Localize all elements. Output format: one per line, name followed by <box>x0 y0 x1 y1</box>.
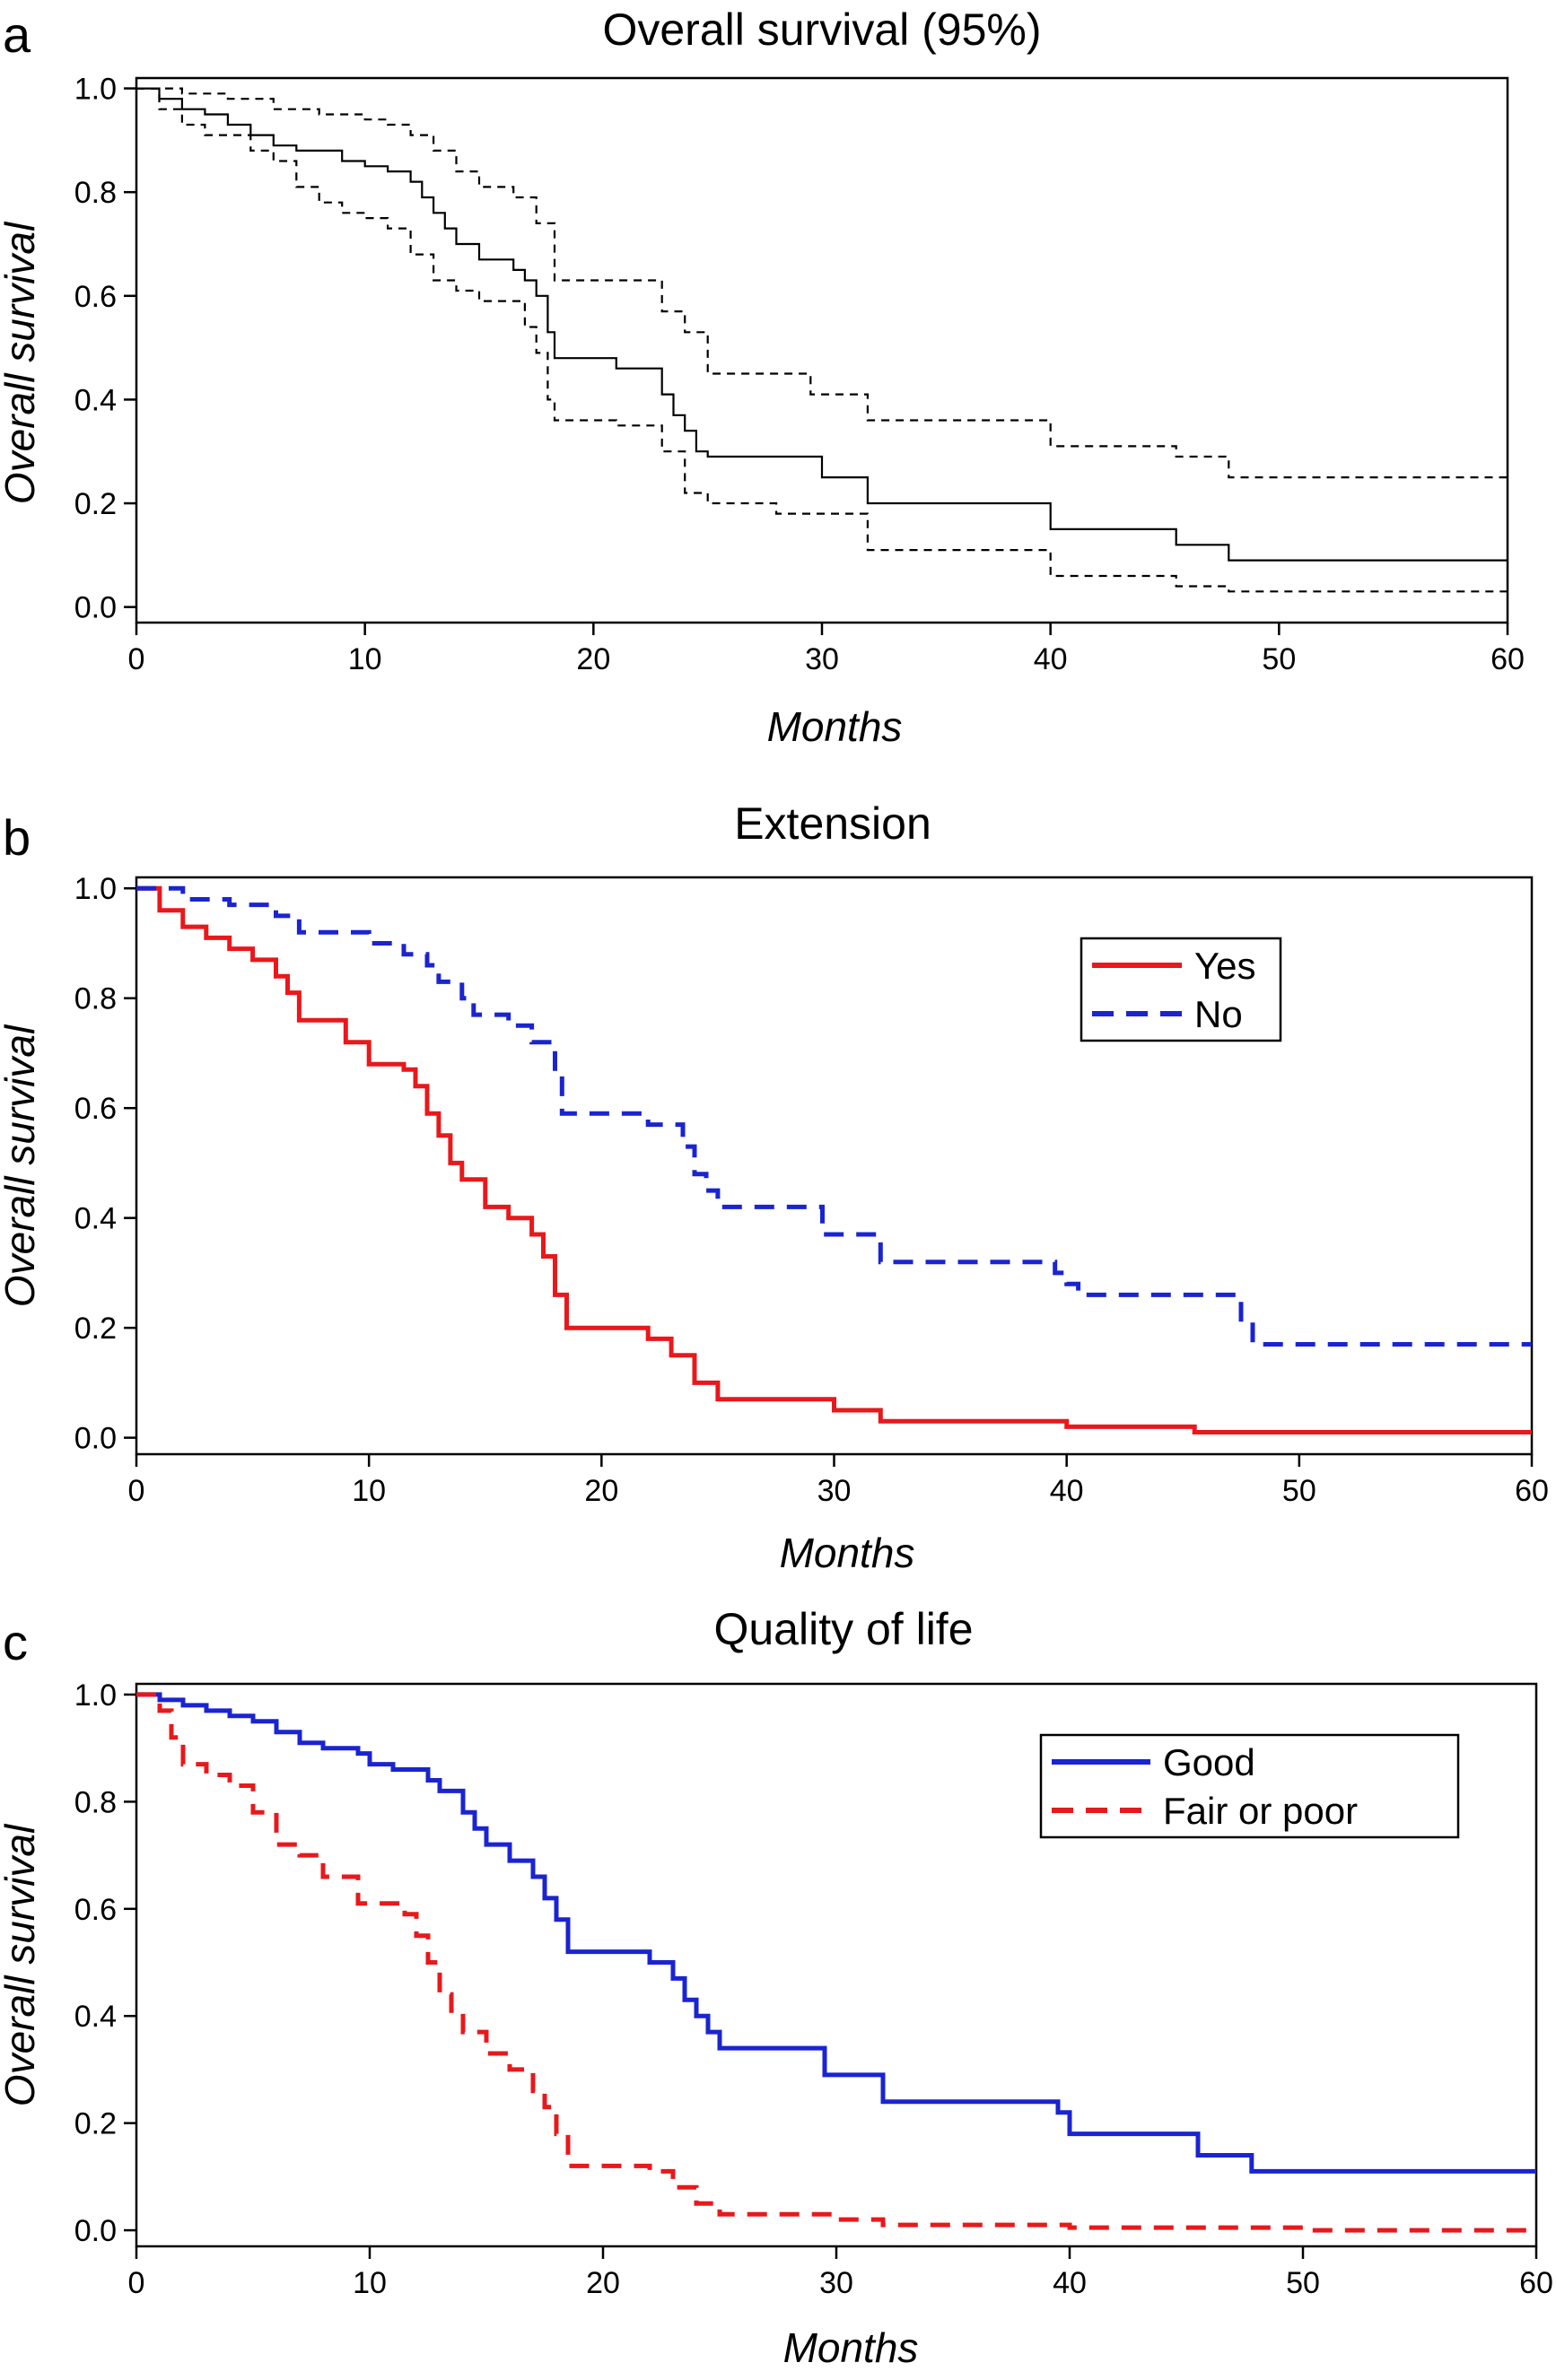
x-axis-label: Months <box>783 2324 919 2371</box>
panel-b: b Extension 0 10 20 30 40 50 60 0.0 0.2 0.4 0.6 0.8 1.… <box>0 798 1549 1576</box>
y-tick-label: 0.0 <box>74 591 117 625</box>
x-tick-label: 60 <box>1490 642 1525 676</box>
y-tick-label: 0.8 <box>74 1785 117 1819</box>
y-tick-label: 0.8 <box>74 176 117 210</box>
y-tick-label: 0.6 <box>74 280 117 314</box>
x-axis-label: Months <box>767 703 903 750</box>
x-tick-label: 10 <box>348 642 382 676</box>
series-survival-estimate <box>136 87 1508 562</box>
y-tick-label: 0.4 <box>74 383 117 417</box>
y-tick-label: 0.0 <box>74 2214 117 2248</box>
panel-letter: c <box>3 1614 28 1670</box>
x-tick-label: 50 <box>1262 642 1296 676</box>
panel-c: c Quality of life 0 10 20 30 40 50 60 0.0 0.2 0.4 0.… <box>0 1604 1553 2371</box>
chart-title: Quality of life <box>713 1604 973 1654</box>
y-tick-label: 0.4 <box>74 2000 117 2034</box>
y-tick-label: 0.8 <box>74 982 117 1016</box>
y-tick-label: 0.6 <box>74 1893 117 1927</box>
x-tick-label: 50 <box>1282 1474 1316 1508</box>
x-tick-label: 10 <box>352 1474 386 1508</box>
legend: Yes No <box>1080 937 1282 1042</box>
legend-box <box>1080 937 1282 1042</box>
x-tick-label: 60 <box>1515 1474 1549 1508</box>
series-upper-95-ci <box>136 87 1508 479</box>
x-tick-label: 0 <box>128 2266 145 2300</box>
y-axis-label: Overall survival <box>0 221 43 504</box>
y-tick-label: 0.0 <box>74 1422 117 1456</box>
x-tick-label: 40 <box>1050 1474 1084 1508</box>
series-no <box>136 885 1532 1347</box>
chart-title: Overall survival (95%) <box>602 4 1041 55</box>
x-tick-label: 20 <box>584 1474 618 1508</box>
series-lower-95-ci <box>136 87 1508 593</box>
x-tick-label: 10 <box>353 2266 387 2300</box>
y-tick-label: 0.2 <box>74 487 117 521</box>
y-tick-label: 0.2 <box>74 1312 117 1346</box>
x-tick-label: 50 <box>1286 2266 1320 2300</box>
x-tick-label: 60 <box>1519 2266 1553 2300</box>
series-yes <box>136 885 1532 1434</box>
y-axis-label: Overall survival <box>0 1823 43 2106</box>
legend-label: Good <box>1163 1741 1255 1783</box>
x-tick-label: 20 <box>576 642 610 676</box>
panel-a: a Overall survival (95%) 0 10 20 30 40 50 60 0.0 0… <box>0 4 1525 750</box>
x-axis-label: Months <box>780 1530 915 1576</box>
x-tick-label: 40 <box>1034 642 1068 676</box>
y-tick-label: 1.0 <box>74 872 117 906</box>
y-axis-label: Overall survival <box>0 1024 43 1307</box>
legend-label: Yes <box>1194 945 1256 987</box>
x-tick-label: 0 <box>128 642 145 676</box>
y-tick-label: 1.0 <box>74 1678 117 1713</box>
legend: Good Fair or poor <box>1039 1733 1460 1839</box>
series-good <box>136 1692 1536 2174</box>
legend-label: Fair or poor <box>1163 1790 1358 1832</box>
y-tick-label: 0.4 <box>74 1202 117 1236</box>
x-tick-label: 40 <box>1053 2266 1087 2300</box>
plot-frame <box>135 876 1534 1456</box>
x-tick-label: 30 <box>817 1474 852 1508</box>
x-tick-label: 30 <box>805 642 839 676</box>
y-tick-label: 1.0 <box>74 73 117 107</box>
legend-box <box>1039 1733 1460 1839</box>
y-tick-label: 0.6 <box>74 1092 117 1126</box>
chart-title: Extension <box>734 798 931 849</box>
x-tick-label: 30 <box>819 2266 853 2300</box>
panel-letter: b <box>3 809 31 866</box>
y-tick-label: 0.2 <box>74 2107 117 2141</box>
legend-label: No <box>1194 993 1243 1035</box>
x-tick-label: 20 <box>586 2266 620 2300</box>
panel-letter: a <box>3 6 31 63</box>
x-tick-label: 0 <box>128 1474 145 1508</box>
